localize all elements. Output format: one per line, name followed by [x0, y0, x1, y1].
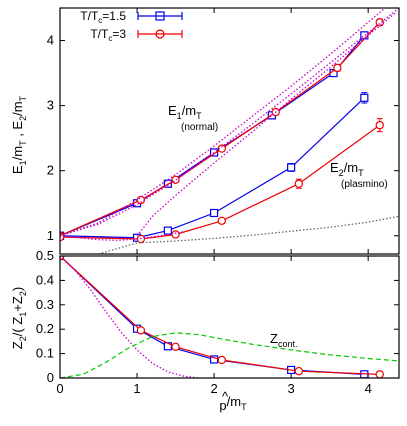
data-point-circle [294, 366, 304, 376]
y-tick-label: 0.1 [36, 346, 54, 361]
data-point-circle [217, 144, 226, 153]
legend: T/Tc=1.5 T/Tc=3 [80, 9, 183, 43]
data-point-circle [333, 63, 342, 73]
data-point-square [209, 355, 219, 364]
data-point-circle [171, 175, 180, 185]
annotation-e1: E1/mT [168, 103, 202, 121]
residue-plot: 0 1 2 3 4 0 0.1 0.2 0.3 0.4 0.5 [36, 248, 400, 396]
legend-marker-tc15 [155, 11, 165, 21]
series-line-ttc15-0 [60, 34, 365, 237]
data-point-circle [136, 326, 146, 335]
data-point-circle [171, 230, 180, 239]
annotation-e2: E2/mT [330, 160, 364, 178]
y-tick-label: 2 [47, 163, 54, 178]
series-line-model-2-2 [136, 12, 396, 237]
y-tick-label: 4 [47, 33, 54, 48]
data-point-square [360, 93, 369, 102]
x-axis-label: p/mT [219, 394, 247, 413]
y-axis-label-bottom: Z2/( Z1+Z2) [10, 287, 28, 349]
y-tick-label: 0.3 [36, 297, 54, 312]
data-point-circle [375, 120, 384, 130]
plot-frame [59, 255, 400, 379]
x-tick-label: 1 [133, 381, 140, 396]
annotation-e2-sub: (plasmino) [341, 179, 388, 190]
legend-label-tc15: T/Tc=1.5 [80, 9, 126, 25]
y-tick-label: 0 [47, 370, 54, 385]
plot-frame [59, 7, 400, 255]
series-line-model-2-0 [60, 8, 399, 237]
legend-marker-tc3 [155, 29, 165, 39]
y-axis-label-top: E1/mT , E2/mT [10, 95, 28, 174]
series-line-ttc3-0 [60, 256, 380, 375]
annotation-zcont: Zcont. [270, 331, 297, 349]
data-point-square [287, 163, 296, 172]
data-point-square [209, 208, 219, 218]
series-line-ttc15-1 [60, 97, 365, 239]
y-tick-label: 1 [47, 228, 54, 243]
y-tick-label: 0.2 [36, 321, 54, 336]
series-line-model-3-0 [60, 332, 399, 378]
data-point-circle [217, 216, 226, 226]
data-point-circle [375, 370, 384, 378]
series-layer [60, 256, 399, 378]
energy-plot: 1 2 3 4 [47, 7, 400, 255]
annotation-e1-sub: (normal) [181, 122, 218, 133]
x-tick-label: 4 [365, 381, 372, 396]
x-tick-label: 3 [288, 381, 295, 396]
legend-label-tc3: T/Tc=3 [90, 27, 126, 43]
series-line-ttc3-1 [60, 124, 381, 240]
series-line-model-2-1 [60, 8, 387, 237]
series-layer [60, 8, 399, 254]
x-tick-label: 2 [210, 381, 217, 396]
data-point-circle [171, 342, 180, 351]
x-tick-label: 0 [56, 381, 63, 396]
series-line-model-3-0 [98, 215, 399, 254]
y-tick-label: 3 [47, 98, 54, 113]
x-axis-hat: ^ [222, 389, 229, 404]
series-line-model-2-0 [60, 256, 199, 378]
data-point-circle [375, 18, 384, 27]
data-point-circle [294, 179, 304, 188]
y-tick-label: 0.4 [36, 272, 54, 287]
data-point-square [163, 226, 172, 235]
y-tick-label: 0.5 [36, 248, 54, 263]
data-point-circle [217, 355, 226, 365]
series-line-ttc15-0 [60, 256, 365, 375]
